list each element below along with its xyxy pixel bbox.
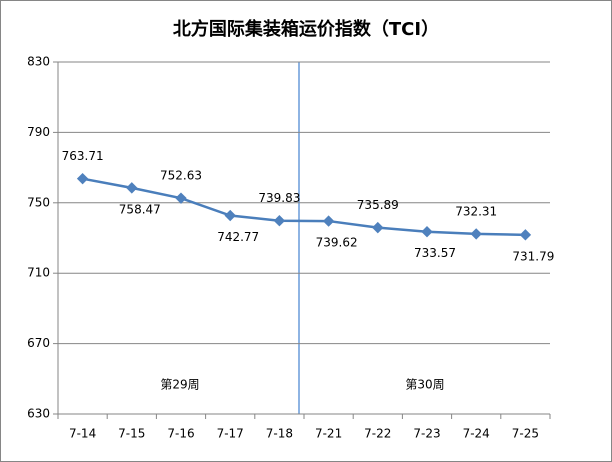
x-tick-label: 7-16 [167,427,194,441]
marker [372,221,384,234]
marker [421,226,433,238]
data-label: 731.79 [512,249,554,263]
marker [322,215,335,227]
line [82,177,526,237]
data-label: 739.83 [258,191,300,205]
data-label: 763.71 [62,149,104,163]
data-label: 742.77 [217,230,259,244]
data-label: 732.31 [455,204,497,218]
marker [76,172,89,185]
x-tick-label: 7-22 [364,427,391,441]
marker [224,209,236,222]
x-tick-label: 7-14 [69,427,96,441]
x-tick-label: 7-24 [463,427,490,441]
data-label: 758.47 [119,202,161,216]
y-tick-label: 630 [27,407,50,421]
chart-title: 北方国际集装箱运价指数（TCI） [173,18,439,40]
x-tick-label: 7-23 [413,427,440,441]
x-tick-label: 7-15 [118,427,145,441]
annotation: 第30周 [405,378,444,392]
y-tick-label: 750 [27,195,50,209]
marker [470,228,482,240]
marker [126,182,138,194]
data-label: 752.63 [160,169,202,183]
marker [273,214,286,227]
y-tick-label: 790 [27,125,50,139]
marker [519,229,532,241]
y-tick-label: 830 [27,55,50,69]
marker [175,192,187,204]
x-tick-label: 7-21 [315,427,342,441]
data-label: 739.62 [316,236,358,250]
annotation: 第29周 [160,378,199,392]
x-tick-label: 7-18 [266,427,293,441]
data-label: 733.57 [414,246,456,260]
y-tick-label: 710 [27,266,50,280]
x-tick-label: 7-17 [217,427,244,441]
y-tick-label: 670 [27,336,50,350]
x-tick-label: 7-25 [512,427,539,441]
data-label: 735.89 [357,198,399,212]
